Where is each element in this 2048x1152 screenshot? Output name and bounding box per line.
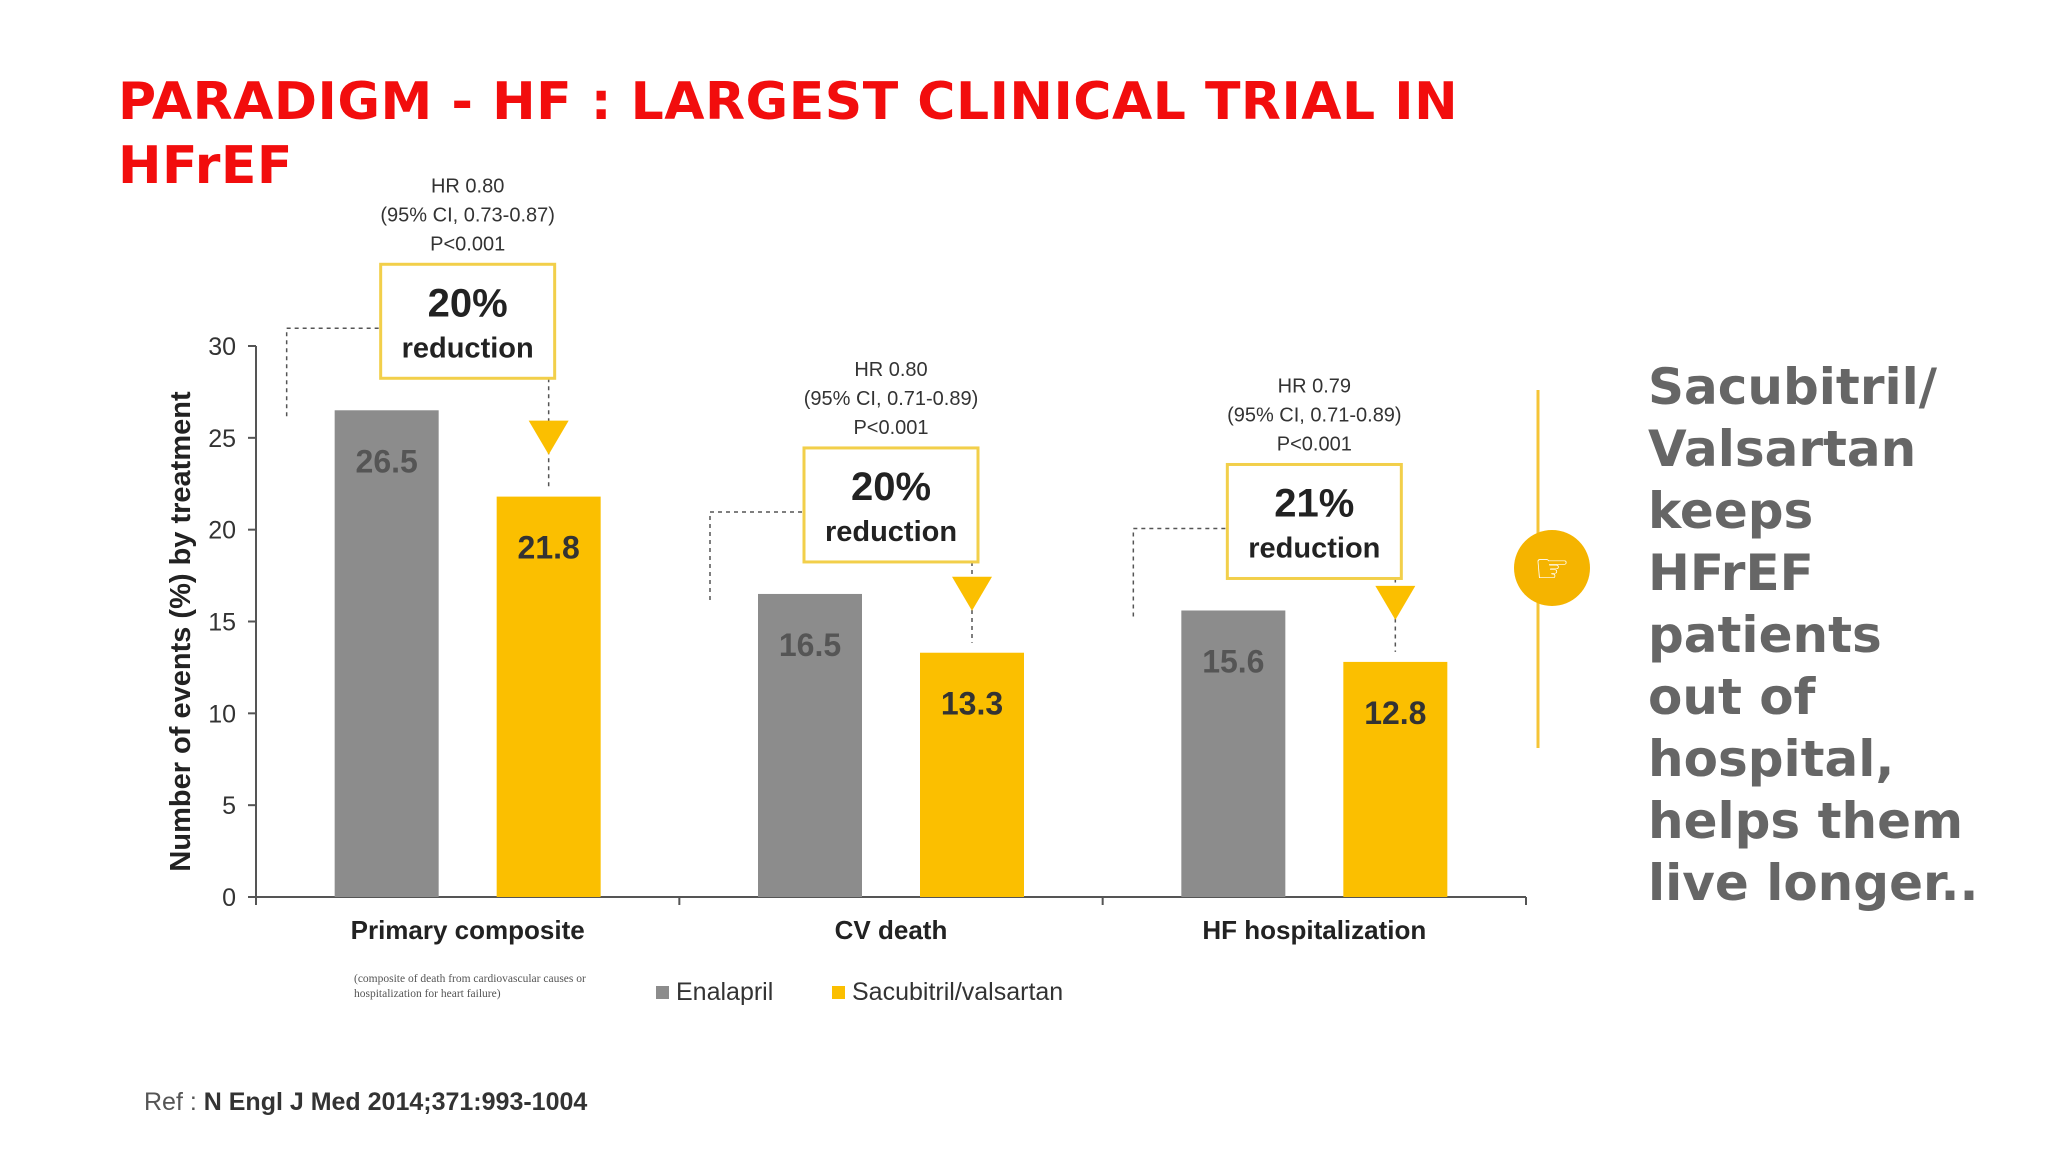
reduction-box (1225, 462, 1403, 580)
key-message-line: keeps (1648, 482, 1814, 540)
slide-title: PARADIGM - HF : LARGEST CLINICAL TRIAL I… (118, 72, 1459, 196)
legend-label: Sacubitril/valsartan (852, 978, 1063, 1006)
y-tick-label: 10 (208, 700, 236, 728)
x-category-label: Primary composite (351, 915, 585, 945)
reduction-box (802, 446, 980, 564)
annotation-bracket (1132, 527, 1228, 617)
reduction-arrow (1375, 585, 1416, 620)
y-tick-label: 25 (208, 425, 236, 453)
reduction-arrow (952, 576, 992, 611)
reduction-percent: 20% (428, 281, 508, 325)
annotation-bracket (709, 511, 804, 600)
legend-swatch (832, 986, 845, 999)
reference-label: Ref : (144, 1088, 204, 1116)
reduction-word: reduction (402, 332, 534, 364)
bar-value-label: 15.6 (1202, 643, 1264, 679)
bar-sacubitril-valsartan (496, 496, 601, 897)
reduction-word: reduction (1248, 532, 1380, 564)
pointing-hand-glyph: ☞ (1534, 546, 1570, 592)
key-message-line: out of (1648, 668, 1816, 726)
x-category-label: CV death (835, 915, 948, 945)
reduction-percent: 20% (851, 465, 931, 509)
category-note-line: (composite of death from cardiovascular … (354, 973, 586, 985)
y-tick-label: 30 (208, 333, 236, 361)
bar-value-label: 26.5 (356, 443, 418, 479)
bar-enalapril (758, 593, 862, 897)
key-message-line: Valsartan (1648, 420, 1917, 478)
bar-sacubitril-valsartan (920, 652, 1024, 897)
bar-value-label: 12.8 (1364, 695, 1426, 731)
legend-swatch (656, 986, 669, 999)
reference-citation: N Engl J Med 2014;371:993-1004 (203, 1088, 588, 1116)
pointing-hand-icon (1514, 530, 1590, 606)
confidence-interval: (95% CI, 0.71-0.89) (804, 388, 979, 410)
bar-value-label: 16.5 (779, 627, 841, 663)
key-message-line: Sacubitril/ (1648, 358, 1938, 416)
bar-enalapril (1181, 610, 1286, 897)
reduction-percent: 21% (1274, 481, 1354, 525)
key-message-line: HFrEF (1648, 544, 1814, 602)
key-message-line: live longer.. (1648, 854, 1979, 912)
bar-sacubitril-valsartan (1343, 661, 1448, 897)
y-tick-label: 15 (208, 609, 236, 637)
hazard-ratio: HR 0.80 (854, 359, 927, 381)
legend-label: Enalapril (676, 978, 773, 1006)
hazard-ratio: HR 0.79 (1278, 375, 1351, 397)
annotation-bracket (285, 327, 381, 417)
reduction-word: reduction (825, 516, 957, 548)
x-category-label: HF hospitalization (1202, 915, 1426, 945)
p-value: P<0.001 (853, 417, 928, 439)
p-value: P<0.001 (1277, 433, 1352, 455)
key-message: Sacubitril/Valsartan keeps HFrEF patients ou… (1648, 356, 2028, 914)
key-message-line: hospital, (1648, 730, 1895, 788)
p-value: P<0.001 (430, 233, 505, 255)
key-message-line: patients (1648, 606, 1882, 664)
y-axis-label: Number of events (%) by treatment (165, 391, 197, 872)
reduction-box (379, 262, 557, 380)
reference: Ref : N Engl J Med 2014;371:993-1004 (144, 1088, 587, 1117)
y-tick-label: 5 (222, 792, 236, 820)
key-message-line: helps them (1648, 792, 1964, 850)
category-note-line: hospitalization for heart failure) (354, 988, 501, 1000)
confidence-interval: (95% CI, 0.71-0.89) (1227, 404, 1402, 426)
y-tick-label: 0 (222, 884, 236, 912)
bar-enalapril (334, 410, 439, 897)
reduction-arrow (528, 420, 569, 455)
bar-value-label: 21.8 (518, 530, 580, 566)
hazard-ratio: HR 0.80 (431, 175, 504, 197)
y-tick-label: 20 (208, 517, 236, 545)
bar-value-label: 13.3 (941, 686, 1003, 722)
confidence-interval: (95% CI, 0.73-0.87) (380, 204, 555, 226)
